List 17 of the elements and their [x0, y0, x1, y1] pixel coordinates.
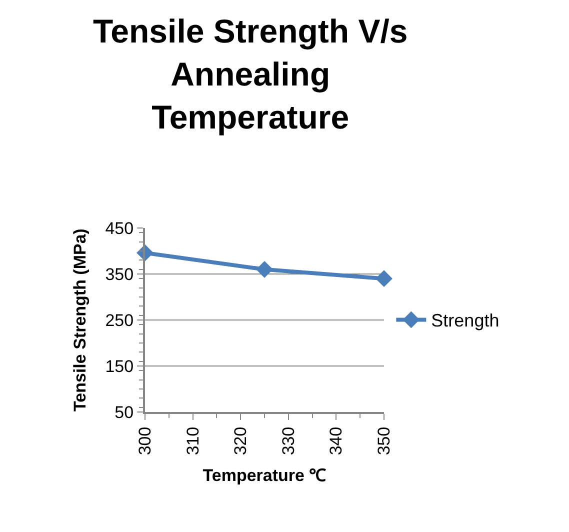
y-tick-label: 50 — [114, 402, 134, 422]
point — [256, 260, 273, 278]
x-axis-title: Temperature ℃ — [202, 466, 326, 486]
x-tick-label: 350 — [374, 426, 394, 456]
y-tick-label: 150 — [105, 356, 134, 376]
x-tick-label: 320 — [231, 426, 250, 456]
y-tick-label: 450 — [105, 218, 134, 238]
point — [376, 270, 392, 288]
x-tick-label: 330 — [278, 426, 298, 456]
y-tick-label: 250 — [105, 310, 134, 330]
x-tick-label: 310 — [183, 426, 202, 456]
chart-title: Tensile Strength V/s Annealing Temperature — [92, 12, 408, 136]
y-axis-title: Tensile Strength (MPa) — [70, 228, 90, 412]
x-tick-label: 300 — [136, 426, 155, 456]
x-tick-label: 340 — [326, 426, 346, 456]
legend-label: Strength — [431, 310, 500, 331]
y-tick-label: 350 — [105, 264, 134, 284]
